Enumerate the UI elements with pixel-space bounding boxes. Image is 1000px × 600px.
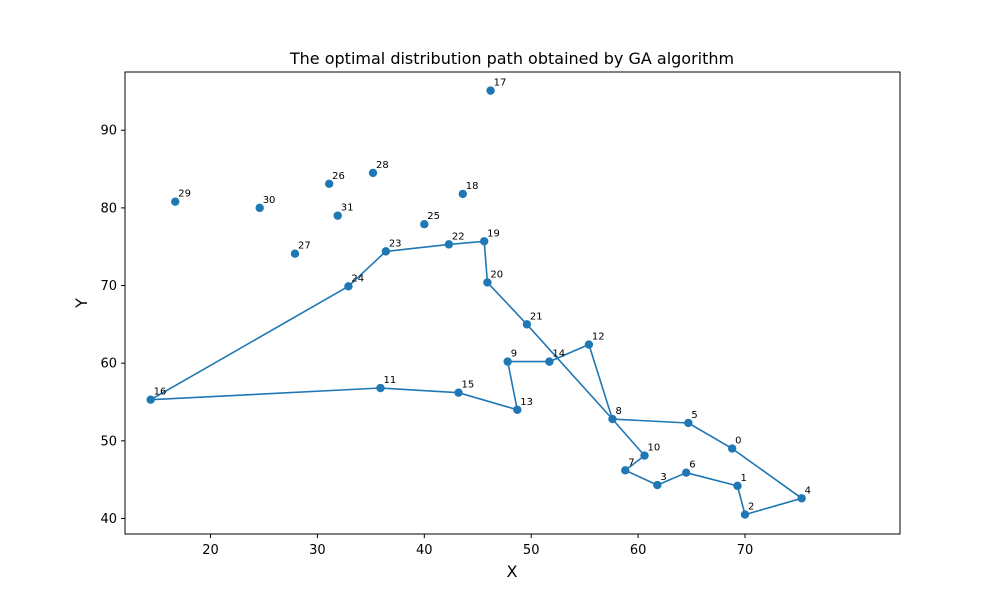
x-tick-label: 40 bbox=[416, 543, 433, 558]
route-point bbox=[545, 357, 554, 366]
route-point bbox=[653, 480, 662, 490]
route-point bbox=[797, 494, 806, 503]
point-label: 29 bbox=[178, 189, 191, 200]
route-point bbox=[522, 320, 532, 329]
point-label: 26 bbox=[332, 171, 345, 182]
route-point bbox=[381, 247, 391, 256]
route-point bbox=[444, 240, 454, 249]
point-label: 22 bbox=[452, 231, 465, 242]
x-tick-label: 50 bbox=[523, 543, 540, 558]
point-label: 7 bbox=[628, 457, 634, 468]
point-label: 5 bbox=[691, 410, 697, 421]
route-point bbox=[324, 179, 334, 189]
point-label: 16 bbox=[154, 387, 167, 398]
point-label: 0 bbox=[735, 436, 741, 447]
point-label: 19 bbox=[487, 228, 500, 239]
x-tick-label: 70 bbox=[737, 543, 754, 558]
x-tick-label: 30 bbox=[309, 543, 326, 558]
y-axis-label: Y bbox=[72, 298, 91, 309]
point-label: 17 bbox=[494, 78, 507, 89]
route-point bbox=[420, 219, 429, 229]
point-label: 3 bbox=[660, 472, 666, 483]
route-point bbox=[483, 278, 492, 287]
route-point bbox=[479, 237, 489, 246]
point-label: 27 bbox=[298, 241, 311, 252]
route-point bbox=[486, 86, 495, 95]
y-axis: 40 50 60 70 80 90 bbox=[100, 124, 125, 527]
route-point bbox=[733, 481, 742, 491]
route-point bbox=[344, 282, 353, 291]
route-point bbox=[621, 466, 630, 475]
point-label: 9 bbox=[511, 349, 517, 360]
point-label: 30 bbox=[263, 195, 276, 206]
x-axis: 20 30 40 50 60 70 bbox=[202, 534, 753, 558]
route-point bbox=[503, 357, 512, 366]
route-point bbox=[368, 168, 378, 178]
route-point bbox=[640, 451, 649, 460]
route-point bbox=[682, 468, 691, 477]
axes-frame bbox=[124, 71, 901, 535]
route-point bbox=[255, 203, 264, 213]
route-point bbox=[454, 388, 463, 397]
route-point bbox=[684, 418, 693, 428]
route-point bbox=[458, 189, 467, 199]
y-tick-label: 50 bbox=[100, 434, 117, 449]
route-point bbox=[727, 444, 737, 453]
x-tick-label: 60 bbox=[630, 543, 647, 558]
route-point bbox=[290, 249, 300, 258]
point-label: 1 bbox=[741, 473, 747, 484]
point-label: 8 bbox=[615, 406, 621, 417]
point-label: 24 bbox=[351, 273, 364, 284]
route-point bbox=[740, 510, 750, 519]
plot-area: 0123456789101112131415161718192021222324… bbox=[146, 78, 811, 519]
y-tick-label: 90 bbox=[100, 124, 117, 139]
y-tick-label: 80 bbox=[100, 201, 117, 216]
point-label: 13 bbox=[520, 397, 533, 408]
point-label: 10 bbox=[648, 443, 661, 454]
chart-title: The optimal distribution path obtained b… bbox=[289, 49, 734, 68]
point-label: 25 bbox=[427, 211, 440, 222]
x-tick-label: 20 bbox=[202, 543, 219, 558]
x-axis-label: X bbox=[507, 562, 518, 581]
y-tick-label: 60 bbox=[100, 357, 117, 372]
y-tick-label: 70 bbox=[100, 279, 117, 294]
point-label: 23 bbox=[389, 238, 402, 249]
route-point bbox=[146, 395, 155, 404]
point-label: 2 bbox=[748, 502, 754, 513]
route-point bbox=[608, 414, 617, 424]
point-label: 11 bbox=[383, 375, 396, 386]
point-label: 28 bbox=[376, 160, 389, 171]
point-label: 12 bbox=[592, 332, 605, 343]
route-point bbox=[513, 405, 522, 414]
point-label: 15 bbox=[462, 380, 475, 391]
point-label: 6 bbox=[689, 460, 695, 471]
route-point bbox=[333, 211, 342, 220]
point-label: 18 bbox=[466, 181, 479, 192]
point-label: 21 bbox=[530, 311, 543, 322]
route-point bbox=[584, 340, 594, 349]
point-label: 31 bbox=[341, 203, 354, 214]
route-point bbox=[171, 197, 180, 206]
point-label: 14 bbox=[552, 349, 565, 360]
y-tick-label: 40 bbox=[100, 512, 117, 527]
point-label: 4 bbox=[805, 485, 811, 496]
route-point bbox=[376, 383, 385, 393]
point-label: 20 bbox=[490, 269, 503, 280]
